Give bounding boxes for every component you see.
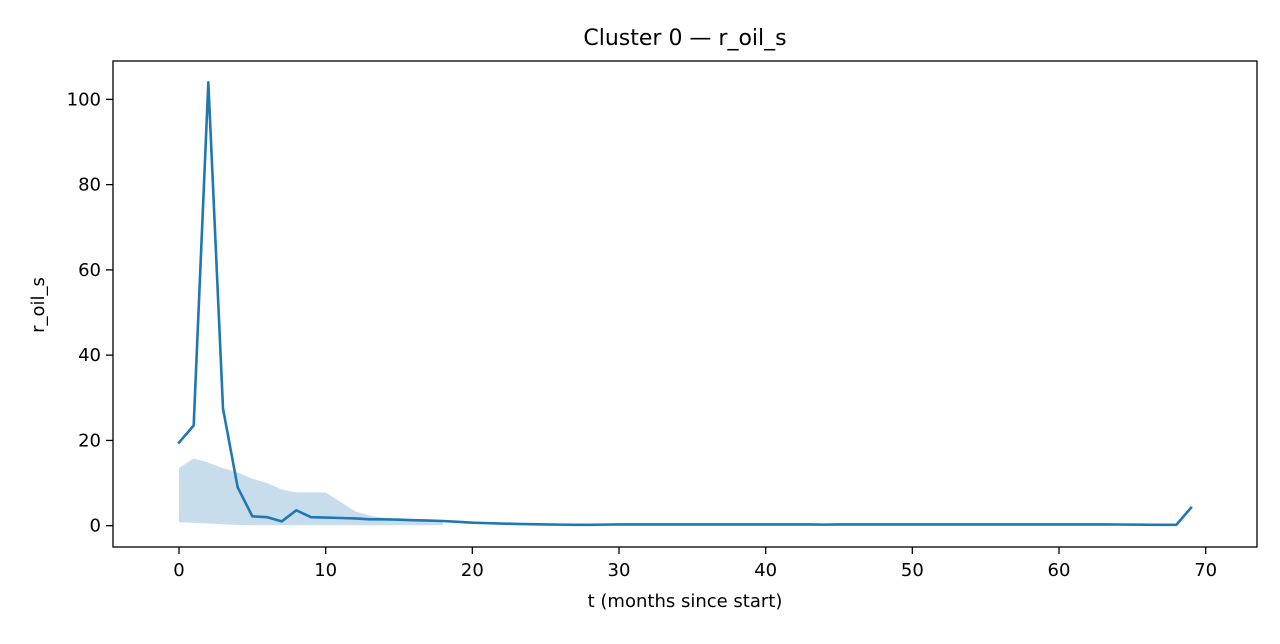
y-tick-label: 80 [78,175,101,196]
axes: 0 10 20 30 40 50 60 70 0 20 40 60 80 100 [67,60,1258,581]
series-line [177,81,1193,527]
y-tick-label: 40 [78,345,101,366]
x-tick-label: 10 [314,560,337,581]
y-tick-label: 60 [78,260,101,281]
x-tick-label: 50 [901,560,924,581]
y-tick-label: 0 [90,516,101,537]
y-tick-label: 20 [78,430,101,451]
x-tick-label: 60 [1048,560,1071,581]
plot-area [177,81,1193,527]
x-tick-label: 30 [608,560,631,581]
y-axis-label: r_oil_s [28,277,49,333]
x-tick-label: 0 [173,560,184,581]
chart-title: Cluster 0 — r_oil_s [583,26,786,51]
x-axis-label: t (months since start) [588,591,783,612]
axes-frame [112,60,1258,548]
x-tick-label: 70 [1194,560,1217,581]
x-tick-label: 20 [461,560,484,581]
y-tick-label: 100 [67,89,101,110]
x-tick-label: 40 [754,560,777,581]
series-band [179,458,443,526]
